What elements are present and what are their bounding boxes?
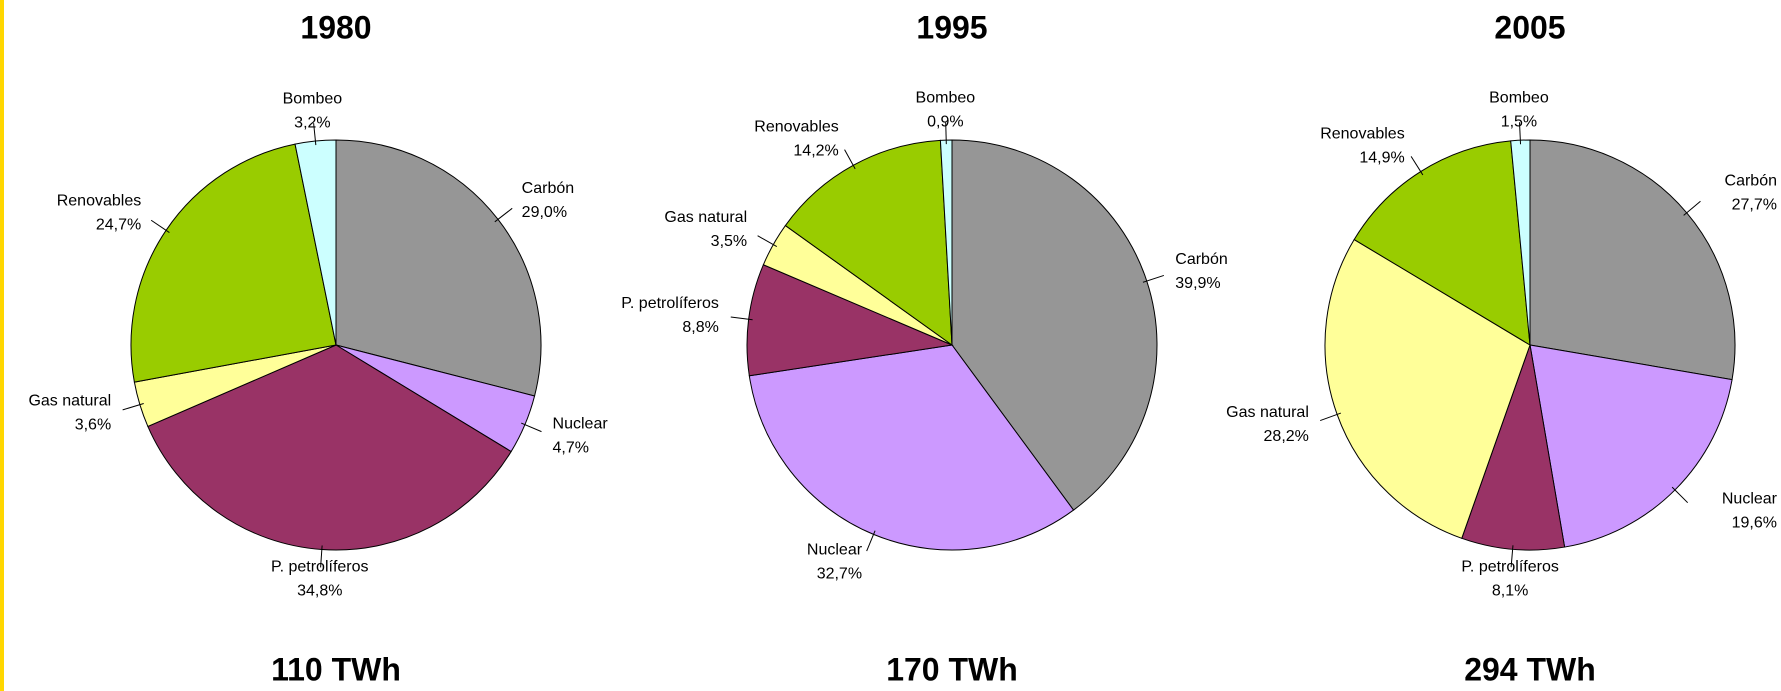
leader-line xyxy=(1518,122,1522,145)
slice-label: Bombeo xyxy=(916,89,976,106)
slice-value-label: 3,2% xyxy=(294,114,330,131)
leader-line xyxy=(122,403,144,411)
chart-title: 1980 xyxy=(300,9,371,45)
slice-label: Nuclear xyxy=(807,541,863,558)
slice-value-label: 14,2% xyxy=(793,142,838,159)
leader-line xyxy=(150,219,170,233)
leader-line xyxy=(1510,545,1514,568)
leader-line xyxy=(1320,412,1342,422)
slice-label: Carbón xyxy=(522,180,574,197)
slice-value-label: 8,1% xyxy=(1492,582,1528,599)
slice-value-label: 19,6% xyxy=(1732,514,1777,531)
slice-value-label: 3,6% xyxy=(75,417,111,434)
slice-label: Carbón xyxy=(1175,251,1227,268)
leader-line xyxy=(521,422,542,433)
slice-value-label: 0,9% xyxy=(927,113,963,130)
slice-label: Bombeo xyxy=(283,90,343,107)
left-border xyxy=(0,0,4,691)
slice-label: P. petrolíferos xyxy=(271,559,369,576)
slice-label: Renovables xyxy=(57,193,142,210)
leader-line xyxy=(1142,274,1165,283)
chart-subtitle: 170 TWh xyxy=(886,651,1018,687)
slice-label: Renovables xyxy=(1320,125,1405,142)
leader-line xyxy=(866,530,876,552)
chart-subtitle: 294 TWh xyxy=(1464,651,1596,687)
slice-label: Gas natural xyxy=(1226,404,1309,421)
slice-value-label: 28,2% xyxy=(1264,428,1309,445)
slice-value-label: 14,9% xyxy=(1359,149,1404,166)
leader-line xyxy=(1410,156,1424,176)
slice-value-label: 8,8% xyxy=(682,319,718,336)
slice-label: Nuclear xyxy=(1722,490,1778,507)
leader-line xyxy=(1683,200,1701,216)
slice-value-label: 3,5% xyxy=(711,233,747,250)
pie-slice xyxy=(1529,139,1736,381)
slice-value-label: 29,0% xyxy=(522,204,567,221)
slice-value-label: 32,7% xyxy=(817,565,862,582)
slice-label: P. petrolíferos xyxy=(1461,558,1559,575)
slice-label: Gas natural xyxy=(28,393,111,410)
slice-label: Nuclear xyxy=(553,416,609,433)
pie-slice xyxy=(1529,344,1733,548)
leader-line xyxy=(1671,486,1689,504)
leader-line xyxy=(320,545,323,568)
slice-value-label: 34,8% xyxy=(297,583,342,600)
leader-line xyxy=(313,123,317,146)
slice-label: Renovables xyxy=(754,118,839,135)
chart-title: 2005 xyxy=(1494,9,1565,45)
leader-line xyxy=(757,235,778,247)
slice-label: Carbón xyxy=(1725,173,1777,190)
slice-label: Bombeo xyxy=(1489,89,1549,106)
slice-value-label: 4,7% xyxy=(553,440,589,457)
leader-line xyxy=(730,316,753,321)
leader-line xyxy=(494,207,513,223)
slice-value-label: 27,7% xyxy=(1732,197,1777,214)
slice-value-label: 39,9% xyxy=(1175,275,1220,292)
leader-line xyxy=(844,149,856,170)
slice-label: Gas natural xyxy=(664,209,747,226)
chart-subtitle: 110 TWh xyxy=(271,651,401,687)
slice-label: P. petrolíferos xyxy=(621,295,719,312)
chart-title: 1995 xyxy=(916,9,987,45)
slice-value-label: 24,7% xyxy=(96,217,141,234)
slice-value-label: 1,5% xyxy=(1501,113,1537,130)
leader-line xyxy=(945,122,947,145)
